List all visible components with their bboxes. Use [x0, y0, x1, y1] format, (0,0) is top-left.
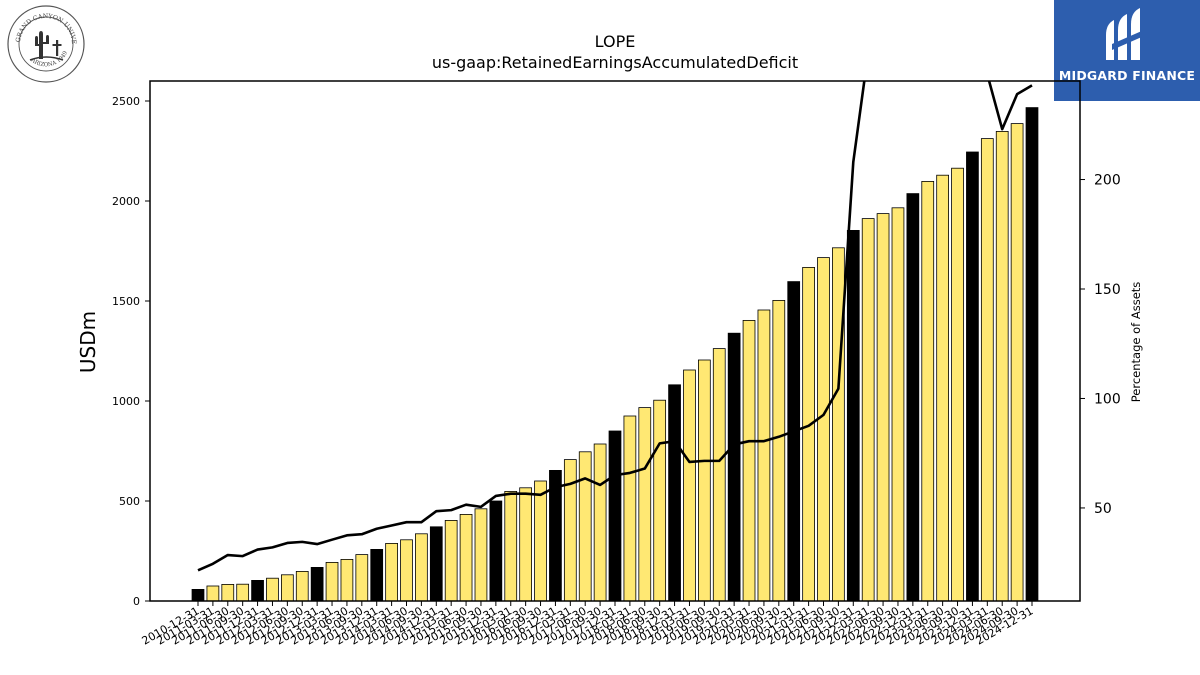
chart-subtitle: us-gaap:RetainedEarningsAccumulatedDefic…: [431, 53, 799, 72]
bar-2013-12-31: [370, 549, 384, 602]
bar-2021-03-31: [802, 266, 815, 602]
bar-2022-09-30: [891, 207, 905, 602]
bar-2013-03-31: [325, 562, 339, 602]
bar-2021-06-30: [817, 257, 830, 602]
bar-2023-06-30: [936, 174, 950, 602]
bar-2012-03-31: [266, 577, 279, 602]
bar-2024-03-31: [980, 138, 994, 602]
bar-2018-06-30: [638, 407, 652, 602]
bar-2015-03-31: [444, 520, 458, 602]
y-tick-label-left-2500: 2500: [112, 95, 140, 108]
bar-2017-06-30: [578, 451, 592, 602]
bar-2020-12-31: [787, 281, 801, 602]
y-tick-label-right-150: 150: [1094, 282, 1121, 298]
bar-2016-03-31: [504, 490, 518, 602]
y-tick-label-left-1500: 1500: [112, 295, 140, 308]
bar-2013-06-30: [340, 559, 354, 602]
bar-2021-09-30: [832, 247, 845, 602]
bar-2014-09-30: [415, 533, 428, 602]
bar-2016-09-30: [534, 480, 547, 602]
brand-name: MIDGARD FINANCE: [1058, 68, 1196, 83]
bar-2023-09-30: [951, 167, 964, 602]
bar-2018-12-31: [668, 384, 681, 602]
bar-2022-06-30: [876, 213, 890, 602]
bar-2022-03-31: [861, 218, 875, 602]
y-axis-label-right: Percentage of Assets: [1129, 282, 1143, 403]
bar-2017-09-30: [593, 443, 607, 602]
bar-2021-12-31: [846, 229, 860, 602]
bar-2017-03-31: [563, 459, 577, 602]
y-axis-label-left: USDm: [76, 311, 100, 373]
bar-2017-12-31: [608, 430, 622, 602]
midgard-finance-logo: MIDGARD FINANCE: [1054, 0, 1200, 101]
bar-2012-12-31: [310, 567, 324, 602]
bar-2011-06-30: [221, 584, 235, 602]
y-tick-label-left-1000: 1000: [112, 395, 140, 408]
bars-layer: [191, 107, 1039, 602]
bar-2010-12-31: [191, 589, 205, 602]
bar-2019-03-31: [683, 369, 696, 602]
bar-2012-09-30: [295, 571, 309, 602]
bar-2013-09-30: [355, 554, 369, 602]
bar-2011-12-31: [251, 580, 264, 602]
bar-2016-06-30: [519, 487, 533, 602]
y-tick-label-left-2000: 2000: [112, 195, 140, 208]
bar-2022-12-31: [906, 193, 920, 602]
bar-2020-06-30: [757, 309, 771, 602]
y-tick-label-left-500: 500: [119, 495, 140, 508]
bar-2023-12-31: [966, 151, 979, 602]
chart-title: LOPE: [594, 32, 636, 51]
bar-2018-09-30: [653, 399, 667, 602]
bar-2014-03-31: [385, 543, 398, 602]
university-seal-logo: GRAND CANYON UNIVERSITY ARIZONA 1949: [3, 0, 86, 84]
bar-2015-09-30: [474, 508, 488, 602]
bar-2020-09-30: [772, 299, 786, 602]
bar-2018-03-31: [623, 415, 637, 602]
bar-2019-12-31: [727, 332, 741, 602]
bar-2014-12-31: [429, 526, 443, 602]
series-line-pct-assets: [197, 81, 1033, 572]
bar-2024-06-30: [995, 130, 1009, 602]
y-tick-label-right-100: 100: [1094, 391, 1121, 407]
bar-2024-12-31: [1025, 107, 1039, 602]
bar-2012-06-30: [280, 574, 294, 602]
bar-2019-06-30: [698, 359, 711, 602]
bar-2014-06-30: [400, 539, 413, 602]
y-tick-label-left-0: 0: [133, 595, 140, 608]
bar-2015-12-31: [489, 500, 503, 602]
bar-2020-03-31: [742, 319, 756, 602]
bar-2019-09-30: [712, 348, 726, 602]
y-tick-label-right-200: 200: [1094, 173, 1121, 189]
axes-layer: 05001000150020002500501001502002010-12-3…: [112, 80, 1121, 648]
line-layer: [197, 81, 1033, 572]
y-tick-label-right-50: 50: [1094, 501, 1112, 517]
bar-2023-03-31: [921, 180, 935, 602]
bar-2015-06-30: [459, 514, 473, 602]
bar-2011-03-31: [206, 585, 220, 602]
bar-2024-09-30: [1010, 123, 1024, 602]
bar-2011-09-30: [236, 583, 250, 602]
